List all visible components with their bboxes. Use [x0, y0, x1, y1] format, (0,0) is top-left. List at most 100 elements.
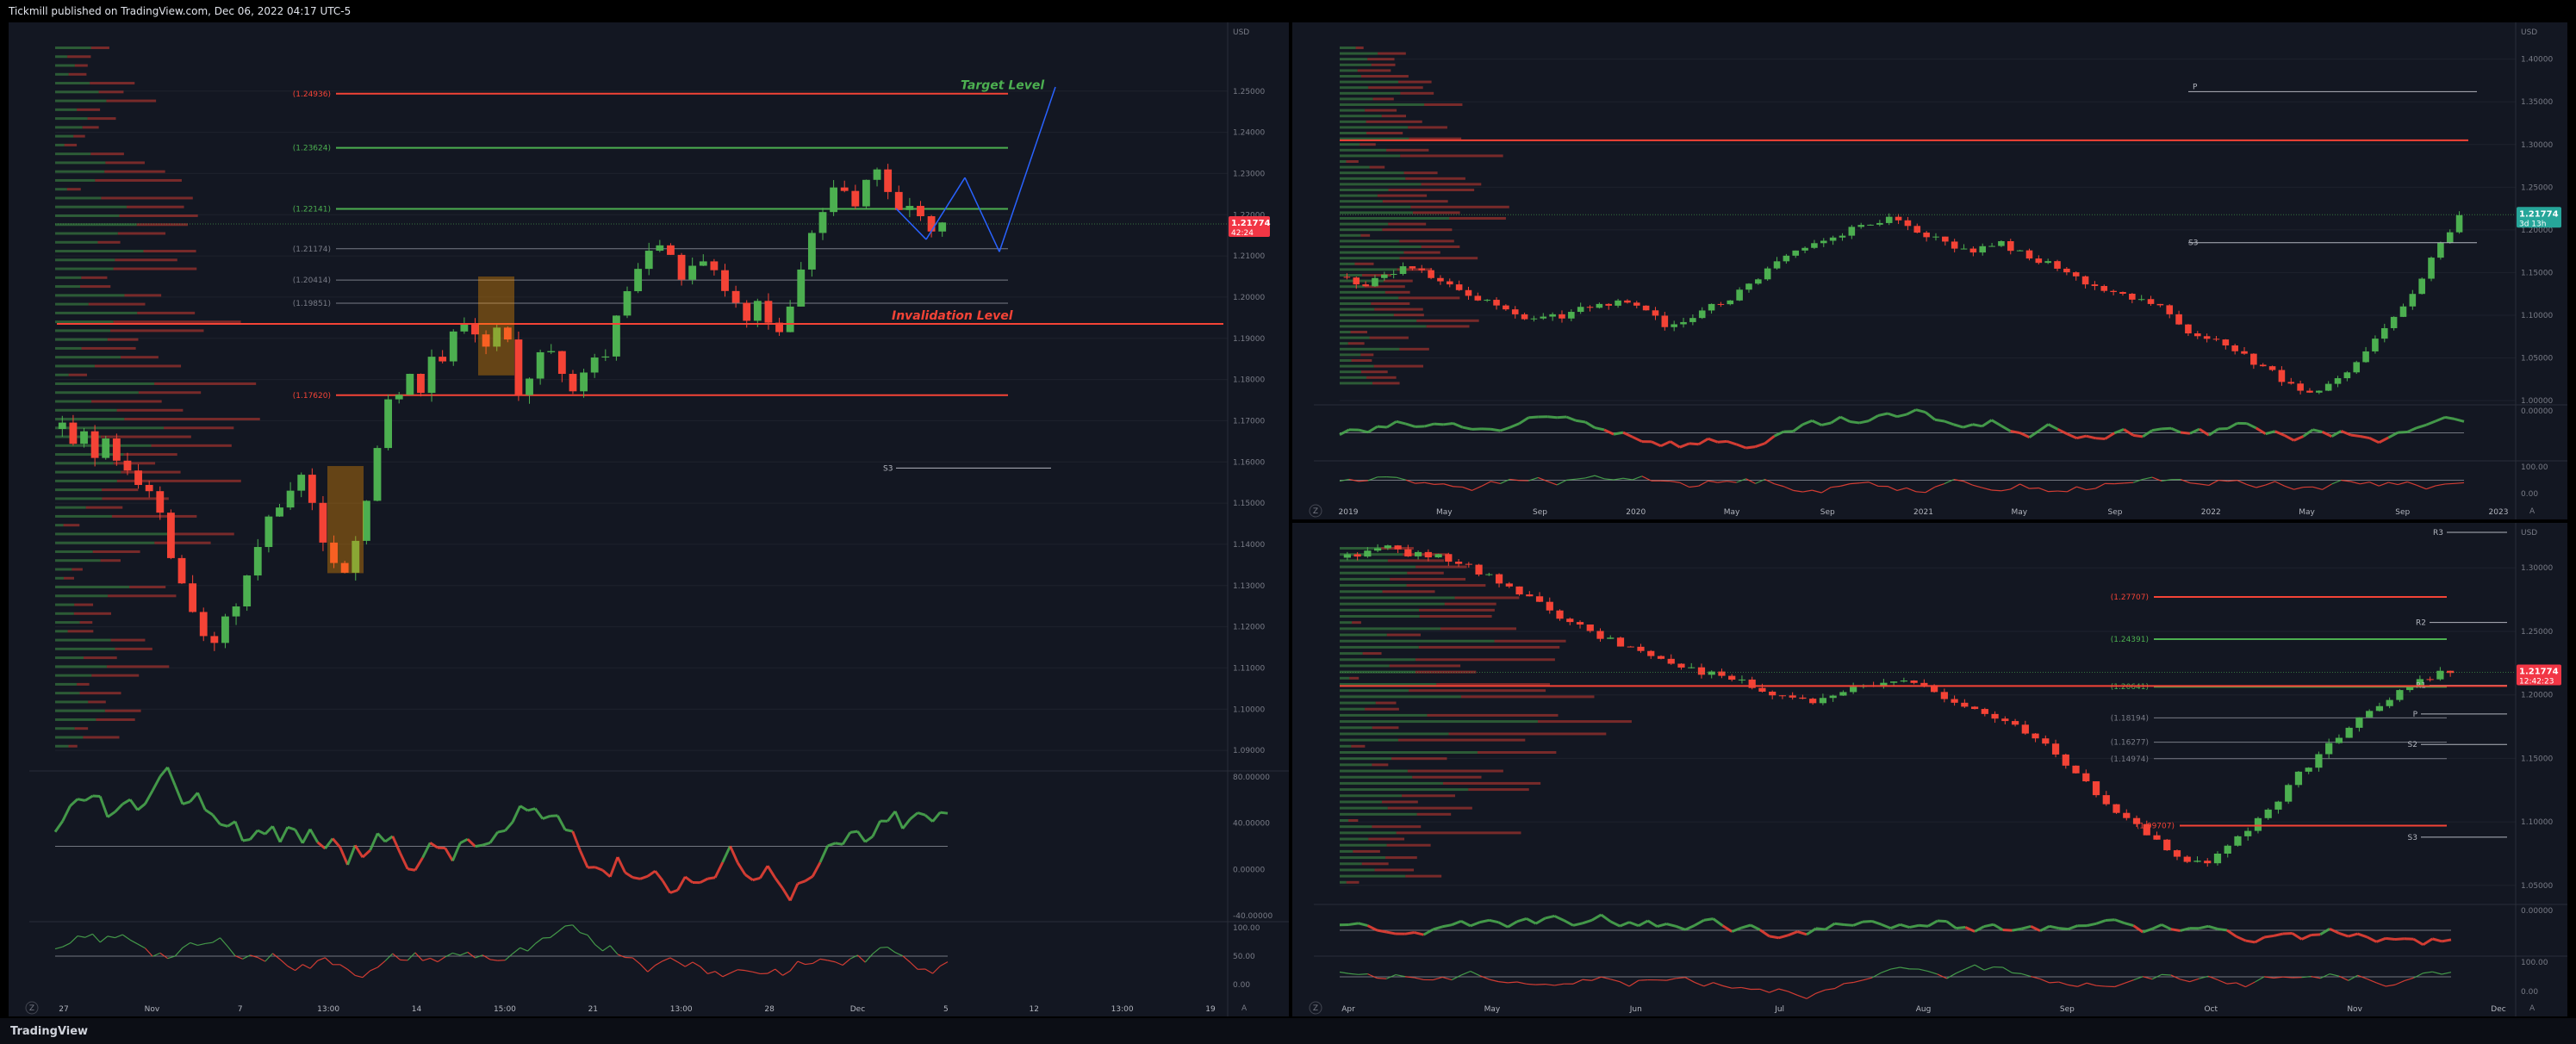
candle-body: [2143, 823, 2150, 836]
volume-profile-bar-up: [1340, 359, 1352, 362]
candle-body: [623, 291, 632, 316]
oscillator-segment: [1991, 489, 2001, 492]
time-tick-label: Sep: [2060, 1005, 2075, 1014]
oscillator-segment: [1698, 480, 1708, 487]
oscillator-segment: [736, 861, 747, 876]
oscillator-segment: [2002, 966, 2013, 973]
oscillator-segment: [2376, 982, 2386, 987]
oscillator-segment: [445, 952, 453, 958]
oscillator-segment: [421, 842, 432, 859]
oscillator-segment: [849, 954, 858, 960]
chart-pane-left[interactable]: [9, 22, 1289, 1016]
oscillator-segment: [1825, 988, 1835, 991]
oscillator-segment: [1755, 442, 1765, 449]
volume-profile-bar-down: [1369, 165, 1385, 169]
candle-body: [1399, 266, 1407, 275]
oscillator-segment: [370, 966, 378, 972]
volume-profile-bar-down: [1371, 302, 1410, 305]
oscillator-segment: [2282, 976, 2293, 979]
oscillator-segment: [391, 836, 401, 854]
volume-profile-bar-up: [1340, 245, 1422, 248]
volume-profile-bar-down: [1346, 160, 1359, 163]
volume-profile-bar-up: [1340, 228, 1383, 232]
oscillator-segment: [1834, 983, 1845, 990]
volume-profile-bar-up: [55, 134, 74, 138]
oscillator-segment: [61, 805, 72, 822]
price-tick-label: 1.20000: [1233, 294, 1265, 302]
oscillator-segment: [92, 794, 101, 799]
candle-body: [2007, 240, 2014, 252]
oscillator-segment: [437, 956, 446, 963]
zoom-button[interactable]: [1309, 504, 1322, 518]
volume-profile-bar-down: [1372, 825, 1422, 829]
candle-body: [1437, 277, 1444, 282]
oscillator-segment: [1572, 922, 1584, 927]
oscillator-segment: [1528, 415, 1539, 419]
zoom-button[interactable]: [1309, 1001, 1322, 1015]
volume-profile-bar-up: [55, 240, 98, 244]
oscillator-segment: [2049, 981, 2059, 984]
auto-scale-toggle[interactable]: A: [2529, 507, 2536, 516]
volume-profile-bar-up: [1340, 103, 1425, 106]
candle-body: [2021, 724, 2029, 734]
oscillator-segment: [2368, 437, 2380, 444]
volume-profile-bar-down: [68, 744, 78, 748]
candle-body: [2372, 339, 2379, 351]
oscillator-segment: [1339, 478, 1350, 482]
oscillator-segment: [422, 957, 431, 961]
volume-profile-bar-down: [90, 82, 135, 85]
candle-body: [1615, 300, 1621, 306]
candle-body: [439, 357, 447, 362]
volume-profile-bar-up: [55, 294, 125, 297]
auto-scale-toggle[interactable]: A: [1241, 1004, 1248, 1013]
publish-header: Tickmill published on TradingView.com, D…: [0, 0, 2576, 22]
oscillator-segment: [2104, 432, 2116, 440]
candle-body: [2044, 261, 2051, 264]
oscillator-segment: [1675, 924, 1686, 931]
volume-profile-bar-down: [119, 214, 198, 217]
volume-profile-bar-down: [79, 692, 121, 695]
volume-profile-bar-down: [1382, 590, 1435, 593]
auto-scale-toggle[interactable]: A: [2529, 1004, 2536, 1013]
oscillator-segment: [580, 932, 588, 936]
price-tick-label: 1.40000: [2521, 56, 2553, 65]
volume-profile-bar-down: [77, 682, 90, 686]
candle-body: [1607, 637, 1615, 639]
oscillator-segment: [2284, 485, 2294, 490]
oscillator-segment: [662, 957, 671, 962]
oscillator-segment: [1703, 982, 1714, 987]
oscillator-segment: [2010, 483, 2020, 490]
candle-body: [1511, 309, 1519, 314]
time-tick-label: Nov: [145, 1005, 160, 1014]
volume-profile-bar-down: [74, 727, 89, 730]
fib-level-label: (1.23624): [293, 145, 331, 153]
volume-profile-bar-up: [55, 258, 115, 262]
oscillator-segment: [1745, 445, 1756, 450]
volume-profile-bar-up: [55, 709, 105, 712]
oscillator-segment: [1858, 419, 1870, 425]
candle-body: [2386, 699, 2393, 706]
candle-body: [1455, 284, 1463, 290]
candle-body: [1671, 324, 1677, 327]
zoom-button[interactable]: [25, 1001, 39, 1015]
oscillator-segment: [827, 960, 836, 963]
candle-body: [1568, 312, 1575, 319]
oscillator-segment: [129, 939, 139, 945]
oscillator-segment: [444, 847, 454, 862]
volume-profile-bar-down: [1381, 115, 1407, 118]
oscillator-segment: [766, 865, 777, 879]
candle-body: [862, 179, 870, 207]
volume-profile-bar-up: [55, 453, 124, 457]
candle-body: [1586, 625, 1594, 631]
oscillator-segment: [1881, 923, 1892, 929]
volume-profile-bar-up: [1340, 75, 1361, 78]
oscillator-segment: [2189, 427, 2200, 435]
oscillator-segment: [729, 845, 739, 864]
candle-body: [2119, 292, 2126, 294]
candle-body: [2042, 738, 2050, 744]
oscillator-segment: [1339, 428, 1350, 437]
candle-body: [1373, 548, 1382, 551]
oscillator-segment: [1441, 923, 1453, 929]
oscillator-segment: [835, 842, 843, 846]
